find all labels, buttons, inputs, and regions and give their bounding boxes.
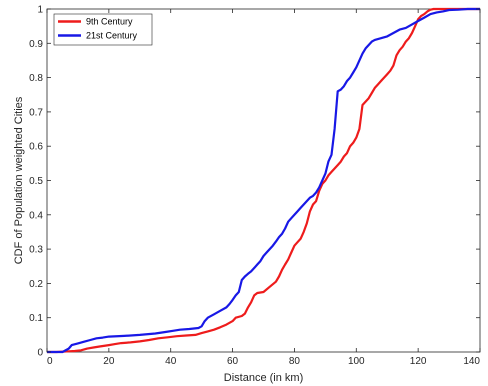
y-tick-label: 0.6 [29, 142, 43, 153]
x-axis-label: Distance (in km) [224, 372, 303, 384]
legend-label-9th-century: 9th Century [86, 17, 133, 27]
y-tick-label: 0.3 [29, 245, 43, 256]
x-tick-label: 80 [289, 356, 301, 367]
y-tick-label: 0.1 [29, 313, 43, 324]
y-tick-label: 0.9 [29, 39, 43, 50]
x-tick-label: 140 [463, 356, 480, 367]
y-tick-label: 0.7 [29, 107, 43, 118]
x-tick-label: 40 [165, 356, 177, 367]
x-tick-label: 100 [348, 356, 365, 367]
x-tick-label: 120 [410, 356, 427, 367]
y-tick-label: 0 [37, 348, 43, 359]
y-tick-label: 1 [37, 5, 43, 16]
x-tick-label: 0 [47, 356, 53, 367]
plot-area [47, 9, 480, 352]
x-tick-label: 20 [103, 356, 115, 367]
x-tick-label: 60 [227, 356, 239, 367]
y-tick-label: 0.8 [29, 73, 43, 84]
y-axis-label: CDF of Population weighted Cities [13, 96, 25, 264]
y-tick-label: 0.5 [29, 176, 43, 187]
y-tick-label: 0.2 [29, 279, 43, 290]
legend: 9th Century 21st Century [54, 14, 152, 45]
y-tick-label: 0.4 [29, 210, 43, 221]
legend-label-21st-century: 21st Century [86, 31, 138, 41]
